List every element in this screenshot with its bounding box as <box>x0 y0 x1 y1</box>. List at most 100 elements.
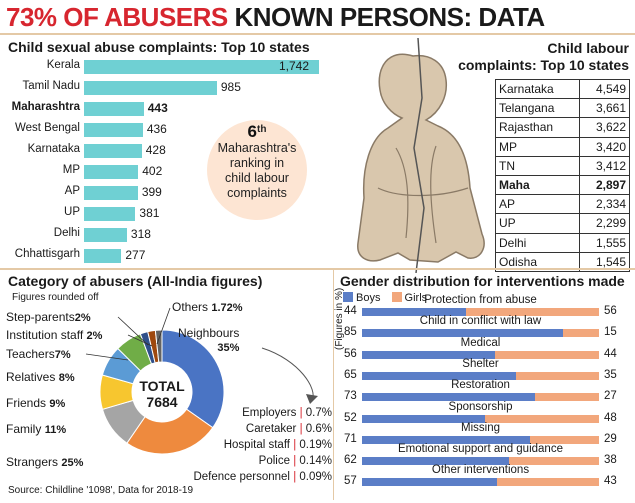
label-teachers: Teachers7% <box>6 347 71 361</box>
label-relatives-name: Relatives <box>6 370 56 384</box>
gender-bar-girls <box>563 329 599 338</box>
abuse-state-label: Delhi <box>53 227 80 239</box>
abuse-bar <box>84 60 319 74</box>
callout-rank-suffix: th <box>257 124 267 135</box>
abuse-bar-value: 428 <box>145 143 166 157</box>
label-stepparents: Step-parents2% <box>6 310 91 324</box>
labour-value: 1,555 <box>579 232 630 253</box>
gender-bar-girls <box>485 414 599 423</box>
abuse-bar-value: 436 <box>146 122 167 136</box>
leader-lines <box>85 307 318 404</box>
label-neighbours: Neighbours 35% <box>178 326 239 354</box>
others-item-label: Police <box>258 455 290 467</box>
abuse-bar <box>84 81 217 95</box>
gender-bar-girls <box>497 478 599 487</box>
gender-bar-girls <box>494 350 599 359</box>
gender-girls-value: 29 <box>604 432 617 445</box>
gender-category-label: Shelter <box>462 357 499 370</box>
headline-part1: 73% OF ABUSERS <box>6 2 228 32</box>
others-item-pct: 0.19% <box>299 439 332 451</box>
abuse-state-label: West Bengal <box>15 122 80 134</box>
gender-legend: Boys Girls <box>343 292 427 304</box>
label-friends: Friends 9% <box>6 396 65 410</box>
gender-category-label: Emotional support and guidance <box>398 443 563 456</box>
others-separator: | <box>296 423 306 435</box>
donut-slice-others <box>154 329 163 363</box>
label-stepparents-name: Step-parents <box>6 310 75 324</box>
abuse-bar <box>84 249 122 263</box>
gender-girls-value: 48 <box>604 411 617 424</box>
labour-state: Delhi <box>494 232 581 253</box>
labour-title-line2: complaints: Top 10 states <box>458 57 629 73</box>
label-institution: Institution staff 2% <box>6 328 102 342</box>
abuse-bar-value: 402 <box>142 164 163 178</box>
legend-boys: Boys <box>356 292 381 304</box>
abuse-bar-value: 399 <box>141 185 162 199</box>
labour-row: AP 2,334 <box>494 194 630 215</box>
labour-title: Child labour complaints: Top 10 states <box>458 40 629 74</box>
others-item-pct: 0.6% <box>305 423 332 435</box>
gender-bar-boys <box>362 457 509 466</box>
abuse-bar-value: 277 <box>125 248 146 262</box>
labour-row: Rajasthan 3,622 <box>494 117 630 138</box>
label-strangers-pct: 25% <box>61 457 84 469</box>
others-item: Hospital staff | 0.19% <box>224 439 332 451</box>
gender-bar-boys <box>362 329 564 338</box>
source-note: Source: Childline '1098', Data for 2018-… <box>8 485 194 496</box>
callout-text: 6th Maharashtra's ranking in child labou… <box>200 122 314 201</box>
category-note: Figures rounded off <box>12 292 99 303</box>
donut-total: TOTAL 7684 <box>132 378 192 410</box>
gender-boys-value: 56 <box>344 347 357 360</box>
gender-girls-value: 38 <box>604 454 617 467</box>
others-item: Employers | 0.7% <box>242 407 332 419</box>
top-rule <box>0 33 635 35</box>
others-separator: | <box>290 471 300 483</box>
others-item-label: Hospital staff <box>223 439 290 451</box>
labour-row: Delhi 1,555 <box>494 232 630 253</box>
abuse-bar-value: 318 <box>130 227 151 241</box>
others-item-pct: 0.7% <box>305 407 332 419</box>
labour-value: 3,412 <box>579 155 630 176</box>
legend-girls: Girls <box>404 292 428 304</box>
gender-title: Gender distribution for interventions ma… <box>340 273 625 289</box>
abuse-bar <box>84 207 136 221</box>
label-others-name: Others <box>172 300 209 314</box>
labour-value: 2,334 <box>579 194 630 215</box>
gender-boys-value: 52 <box>344 411 357 424</box>
abuse-state-label: UP <box>64 206 80 218</box>
gender-bar-girls <box>516 371 599 380</box>
labour-value: 3,622 <box>579 117 630 138</box>
label-institution-name: Institution staff <box>6 328 84 342</box>
label-neighbours-name: Neighbours <box>178 326 240 340</box>
gender-category-label: Restoration <box>451 379 510 392</box>
abuse-bar <box>84 123 143 137</box>
abuse-bar-value: 381 <box>139 206 160 220</box>
label-stepparents-pct: 2% <box>74 312 91 324</box>
others-item: Defence personnel | 0.09% <box>193 471 332 483</box>
gender-boys-value: 73 <box>344 390 357 403</box>
gender-bar-girls <box>535 393 599 402</box>
gender-bar-girls <box>466 308 599 316</box>
others-separator: | <box>290 439 300 451</box>
labour-value: 2,897 <box>579 174 630 196</box>
labour-state: Odisha <box>494 251 581 272</box>
abuse-state-label: AP <box>64 185 80 197</box>
child-illustration <box>357 38 485 273</box>
others-item-pct: 0.14% <box>299 455 332 467</box>
abuse-bar <box>84 228 127 242</box>
abuse-state-label: MP <box>62 164 80 176</box>
labour-value: 2,299 <box>579 213 630 234</box>
others-separator: | <box>290 455 300 467</box>
gender-girls-value: 56 <box>604 305 617 317</box>
label-neighbours-pct: 35% <box>217 342 240 354</box>
abuse-bar <box>84 144 142 158</box>
labour-state: Rajasthan <box>494 117 581 138</box>
gender-category-label: Other interventions <box>431 464 530 477</box>
label-strangers: Strangers 25% <box>6 455 83 469</box>
donut-slice-neighbours <box>161 329 225 429</box>
gender-boys-value: 57 <box>344 475 357 488</box>
label-institution-pct: 2% <box>86 330 103 342</box>
labour-row: Odisha 1,545 <box>494 251 630 272</box>
others-item-label: Employers <box>242 407 297 419</box>
callout-line1: Maharashtra's <box>217 141 297 156</box>
